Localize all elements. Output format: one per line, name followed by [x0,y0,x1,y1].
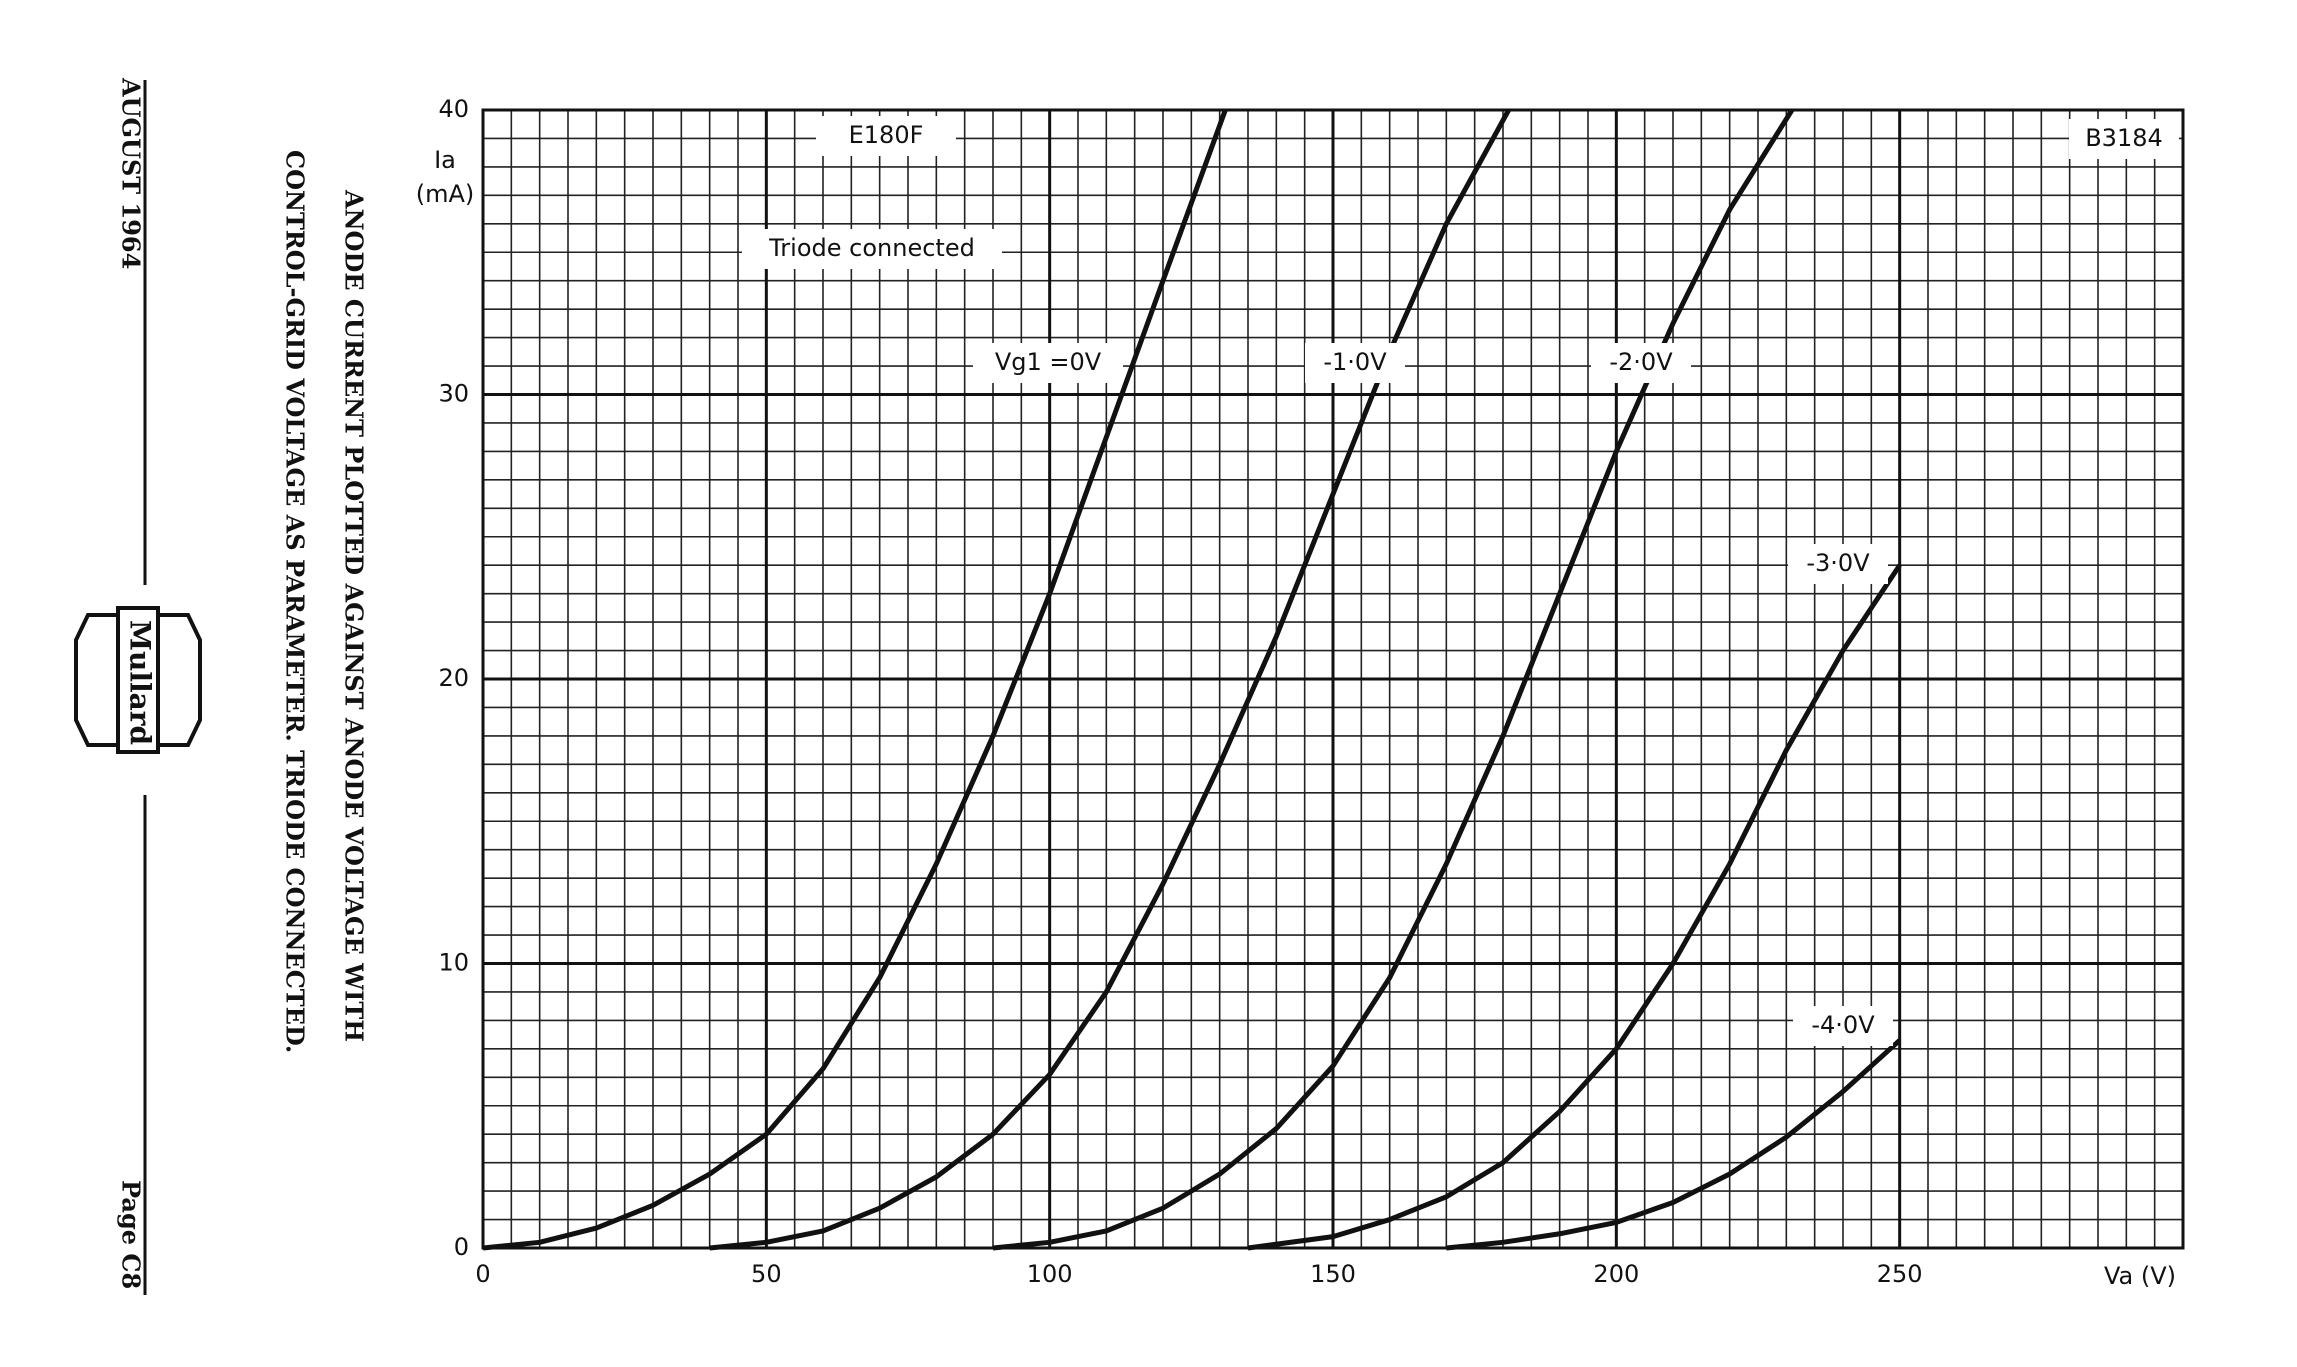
y-axis-label: (mA) [416,180,475,208]
x-tick-label: 0 [475,1260,490,1288]
curve [1247,563,1902,1251]
logo-frame [74,613,202,747]
title-line: ANODE CURRENT PLOTTED AGAINST ANODE VOLT… [340,189,369,1042]
x-tick-label: 50 [751,1260,782,1288]
y-tick-label: 20 [438,664,469,692]
curve-label: -2·0V [1609,348,1673,376]
note: Triode connected [768,234,975,262]
curve-label-bg [1793,1006,1893,1046]
curve-label: Vg1 =0V [995,348,1102,376]
side-strip: AUGUST 1964 Page C8 Mullard ANODE CURREN… [74,77,369,1295]
y-tick-label: 0 [454,1233,469,1261]
reference-bg [2069,119,2179,159]
title-line: CONTROL-GRID VOLTAGE AS PARAMETER. TRIOD… [281,150,310,1053]
curve-label: -1·0V [1323,348,1387,376]
plot: 0 50 100 150 200 250 0 10 20 30 40 E180F B3184 Triode… [415,95,2185,1290]
curve-label-bg [1591,343,1691,383]
x-tick-label: 150 [1310,1260,1356,1288]
curve [482,109,1228,1251]
y-tick-label: 10 [438,949,469,977]
ylabel-bg [415,140,481,208]
date: AUGUST 1964 [117,77,146,269]
logo-box [116,606,160,754]
x-axis-label: Va (V) [2104,1262,2176,1290]
curve-label-bg [1305,343,1405,383]
page-number: Page C8 [117,1180,146,1289]
curve-label-bg [1788,544,1888,584]
y-axis-label: Ia [434,146,456,174]
y-tick-label: 40 [438,95,469,123]
curve [1446,1038,1902,1251]
curve [709,108,1511,1251]
valve-type-bg [816,116,956,156]
reference: B3184 [2085,124,2163,152]
valve-type: E180F [849,121,924,149]
x-tick-label: 250 [1877,1260,1923,1288]
curve-label: -4·0V [1811,1011,1875,1039]
note-bg [742,229,1002,269]
curve-label: -3·0V [1806,549,1870,577]
x-tick-label: 100 [1027,1260,1073,1288]
logo: Mullard [124,620,157,745]
x-tick-label: 200 [1593,1260,1639,1288]
y-tick-label: 30 [438,380,469,408]
curve-label-bg [973,343,1123,383]
